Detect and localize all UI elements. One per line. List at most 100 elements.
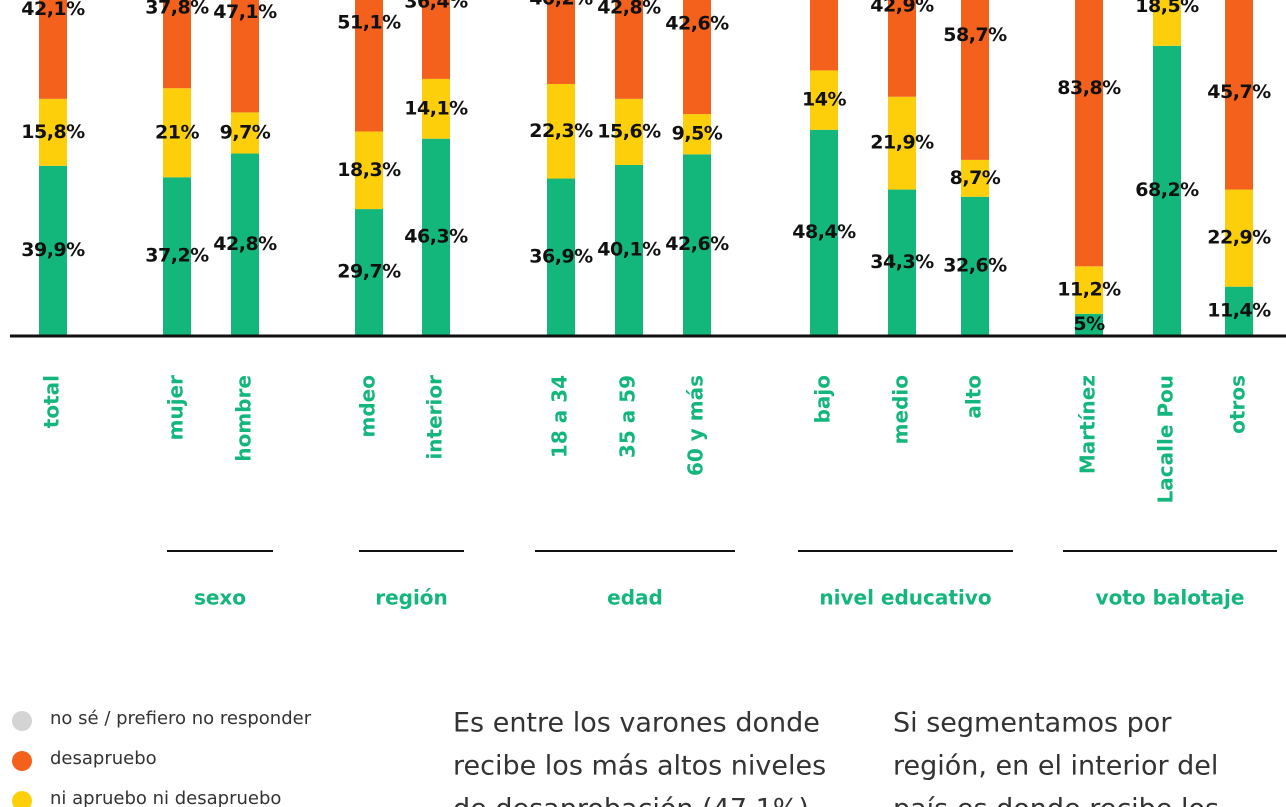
group-label: edad xyxy=(607,586,663,610)
data-label: 46,3% xyxy=(404,225,468,247)
bar-segment xyxy=(1075,266,1103,314)
bar-segment xyxy=(888,0,916,97)
category-label: mdeo xyxy=(356,375,380,437)
data-label: 36,4% xyxy=(404,0,468,12)
bar-segment xyxy=(1153,0,1181,46)
group-label: sexo xyxy=(194,586,246,610)
data-label: 42,8% xyxy=(213,233,277,255)
category-label: Martínez xyxy=(1076,375,1100,474)
bar-segment xyxy=(615,0,643,99)
paragraph-line: de desaprobación (47,1%) xyxy=(453,794,809,807)
data-label: 11,2% xyxy=(1057,279,1121,301)
paragraph-line: país es donde recibe los xyxy=(893,794,1219,807)
data-label: 36,9% xyxy=(529,245,593,267)
category-label: bajo xyxy=(811,375,835,423)
data-label: 42,6% xyxy=(665,12,729,34)
bar-segment xyxy=(231,112,259,154)
data-label: 32,6% xyxy=(943,254,1007,276)
data-label: 15,6% xyxy=(597,120,661,142)
data-label: 40,2% xyxy=(529,0,593,9)
legend-swatch xyxy=(12,711,32,731)
bar-segment xyxy=(547,83,575,179)
bar-segment xyxy=(163,88,191,178)
bar-segment xyxy=(810,129,838,335)
data-label: 21% xyxy=(155,121,199,143)
category-label: alto xyxy=(962,375,986,419)
bar-segment xyxy=(961,159,989,197)
bar-segment xyxy=(231,0,259,113)
data-label: 37,8% xyxy=(145,0,209,19)
data-label: 22,9% xyxy=(1207,227,1271,249)
bar-segment xyxy=(422,78,450,139)
data-label: 22,3% xyxy=(529,120,593,142)
data-label: 42,6% xyxy=(665,233,729,255)
category-label: mujer xyxy=(164,375,188,440)
category-label: interior xyxy=(423,375,447,460)
bar-segment xyxy=(888,96,916,190)
category-label: hombre xyxy=(232,375,256,462)
bar-segment xyxy=(163,177,191,335)
data-label: 11,4% xyxy=(1207,299,1271,321)
bar-segment xyxy=(810,0,838,71)
category-label: total xyxy=(40,375,64,428)
data-label: 18,5% xyxy=(1135,0,1199,17)
data-label: 58,7% xyxy=(943,24,1007,46)
data-label: 18,3% xyxy=(337,159,401,181)
category-label: otros xyxy=(1226,375,1250,434)
bar-segment xyxy=(961,196,989,335)
data-label: 14% xyxy=(802,89,846,111)
bar-segment xyxy=(39,0,67,99)
paragraph-line: Si segmentamos por xyxy=(893,708,1172,739)
bar-segment xyxy=(683,0,711,115)
bar-segment xyxy=(422,0,450,79)
bar-segment xyxy=(683,154,711,335)
bar-segment xyxy=(231,153,259,335)
bar-segment xyxy=(355,0,383,132)
data-label: 42,8% xyxy=(597,0,661,19)
paragraph-line: región, en el interior del xyxy=(893,751,1218,782)
category-label: 35 a 59 xyxy=(616,375,640,458)
bars xyxy=(39,0,1253,335)
bar-segment xyxy=(355,131,383,210)
bar-segment xyxy=(683,114,711,155)
bar-segment xyxy=(615,98,643,165)
bar-segment xyxy=(39,98,67,166)
bar-segment xyxy=(615,164,643,335)
bar-segment xyxy=(1075,313,1103,335)
data-label: 68,2% xyxy=(1135,179,1199,201)
bar-segment xyxy=(163,0,191,89)
legend-swatch xyxy=(12,751,32,771)
data-label: 83,8% xyxy=(1057,77,1121,99)
data-label: 9,5% xyxy=(672,123,723,145)
data-label: 48,4% xyxy=(792,221,856,243)
legend-label: ni apruebo ni desapruebo xyxy=(50,788,281,807)
data-label: 14,1% xyxy=(404,97,468,119)
data-label: 9,7% xyxy=(220,121,271,143)
bar-segment xyxy=(1153,45,1181,335)
bar-segment xyxy=(888,189,916,335)
bar-segment xyxy=(39,165,67,335)
paragraph-line: Es entre los varones donde xyxy=(453,708,820,739)
data-label: 40,1% xyxy=(597,238,661,260)
category-label: Lacalle Pou xyxy=(1154,375,1178,503)
data-label: 21,9% xyxy=(870,132,934,154)
bar-segment xyxy=(422,138,450,335)
data-label: 29,7% xyxy=(337,261,401,283)
data-label: 42,1% xyxy=(21,0,85,20)
category-label: 60 y más xyxy=(684,375,708,476)
bar-segment xyxy=(961,0,989,160)
category-label: medio xyxy=(889,375,913,444)
data-label: 8,7% xyxy=(950,167,1001,189)
data-label: 45,7% xyxy=(1207,81,1271,103)
bar-segment xyxy=(547,0,575,84)
bar-segment xyxy=(810,70,838,130)
group-label: región xyxy=(375,586,448,610)
data-label: 39,9% xyxy=(21,239,85,261)
data-label: 42,9% xyxy=(870,0,934,16)
group-label: voto balotaje xyxy=(1096,586,1245,610)
bar-segment xyxy=(1225,0,1253,190)
data-label: 51,1% xyxy=(337,12,401,34)
data-label: 34,3% xyxy=(870,251,934,273)
